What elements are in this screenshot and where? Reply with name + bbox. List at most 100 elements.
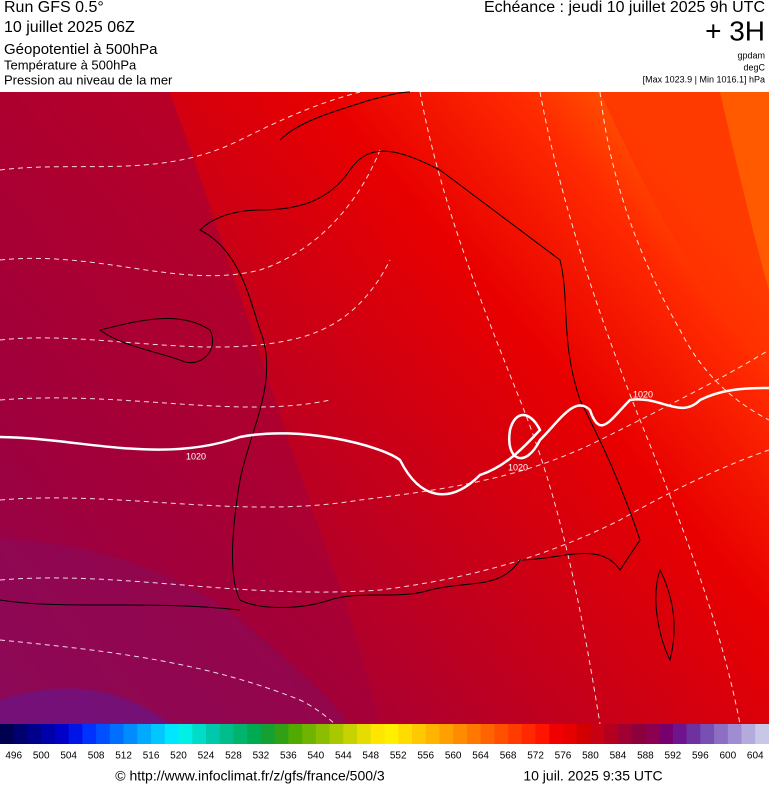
geopotential-contours — [0, 91, 769, 725]
temperature-band — [0, 688, 170, 724]
legend-cell — [659, 724, 674, 744]
legend-label: 564 — [472, 751, 489, 762]
legend-cell — [247, 724, 262, 744]
legend-label: 592 — [665, 751, 682, 762]
legend-cell — [425, 724, 440, 744]
legend-cell — [288, 724, 303, 744]
legend-cell — [755, 724, 769, 744]
temperature-band — [0, 540, 350, 724]
temperature-band — [720, 92, 769, 290]
legend-label: 516 — [143, 751, 160, 762]
legend-label: 504 — [60, 751, 77, 762]
legend-cell — [219, 724, 234, 744]
legend-cell — [631, 724, 646, 744]
field-label: Géopotentiel à 500hPa — [4, 41, 158, 58]
legend-cell — [343, 724, 358, 744]
legend-label: 600 — [719, 751, 736, 762]
legend-label: 556 — [417, 751, 434, 762]
forecast-offset: + 3H — [705, 15, 765, 46]
legend-cell — [41, 724, 56, 744]
legend-cell — [439, 724, 454, 744]
legend-cell — [398, 724, 413, 744]
legend-cell — [549, 724, 564, 744]
legend-cell — [109, 724, 125, 744]
legend-label: 520 — [170, 751, 187, 762]
legend-cell — [315, 724, 331, 744]
legend-cell — [466, 724, 482, 744]
legend-cell — [590, 724, 605, 744]
legend-label: 536 — [280, 751, 297, 762]
legend-cell — [68, 724, 83, 744]
legend-cell — [0, 724, 15, 744]
legend-label: 508 — [88, 751, 105, 762]
legend-cell — [164, 724, 180, 744]
temperature-band — [600, 92, 769, 360]
isobar-label: 1020 — [633, 389, 653, 399]
legend-label: 568 — [500, 751, 517, 762]
legend-cell — [617, 724, 633, 744]
legend-cell — [205, 724, 221, 744]
run-date: 10 juillet 2025 06Z — [4, 19, 135, 36]
legend-label: 544 — [335, 751, 352, 762]
legend-label: 512 — [115, 751, 132, 762]
timestamp: 10 juil. 2025 9:35 UTC — [523, 768, 662, 784]
legend-cell — [563, 724, 578, 744]
legend-cell — [741, 724, 756, 744]
legend-cell — [370, 724, 385, 744]
legend-label: 560 — [445, 751, 462, 762]
legend-label: 572 — [527, 751, 544, 762]
legend-cell — [54, 724, 70, 744]
legend-cell — [480, 724, 495, 744]
legend-cell — [672, 724, 688, 744]
legend-label: 580 — [582, 751, 599, 762]
forecast-time: Echéance : jeudi 10 juillet 2025 9h UTC — [484, 0, 765, 16]
run-title: Run GFS 0.5° — [4, 0, 104, 16]
legend-cell — [27, 724, 42, 744]
unit-label: gpdam — [737, 50, 765, 60]
legend-cell — [123, 724, 138, 744]
legend-cell — [357, 724, 372, 744]
legend-cell — [137, 724, 152, 744]
isobars — [0, 386, 769, 496]
legend-cell — [411, 724, 427, 744]
legend-cell — [604, 724, 619, 744]
legend-cell — [645, 724, 660, 744]
legend-cell — [96, 724, 111, 744]
legend-cell — [576, 724, 591, 744]
legend-cell — [714, 724, 729, 744]
legend-cell — [535, 724, 550, 744]
legend-label: 496 — [5, 751, 22, 762]
range-label: [Max 1023.9 | Min 1016.1] hPa — [643, 74, 765, 84]
legend-cell — [521, 724, 537, 744]
legend-label: 500 — [33, 751, 50, 762]
isobar-label: 1020 — [508, 462, 528, 472]
legend-cell — [727, 724, 743, 744]
legend-cell — [178, 724, 193, 744]
legend-cell — [233, 724, 248, 744]
legend-cell — [329, 724, 344, 744]
legend-label: 584 — [610, 751, 627, 762]
legend-label: 540 — [307, 751, 324, 762]
legend-label: 552 — [390, 751, 407, 762]
isobar-label: 1020 — [186, 451, 206, 461]
legend-cell — [686, 724, 701, 744]
legend-label: 528 — [225, 751, 242, 762]
legend-cell — [151, 724, 166, 744]
legend-label: 548 — [362, 751, 379, 762]
legend-label: 576 — [555, 751, 572, 762]
legend-cell — [260, 724, 276, 744]
legend-label: 532 — [253, 751, 270, 762]
legend-cell — [453, 724, 468, 744]
map: 1020 1020 1020 — [0, 91, 769, 725]
legend-label: 524 — [198, 751, 215, 762]
legend-cell — [274, 724, 289, 744]
legend-cell — [302, 724, 317, 744]
legend-label: 596 — [692, 751, 709, 762]
unit-label: degC — [743, 62, 765, 72]
color-scale: 496 500 504 508 512 516 520 524 528 532 536 540 544 5… — [0, 724, 769, 762]
source-url: © http://www.infoclimat.fr/z/gfs/france/… — [115, 768, 385, 784]
field-label: Température à 500hPa — [4, 57, 137, 72]
legend-cell — [82, 724, 97, 744]
